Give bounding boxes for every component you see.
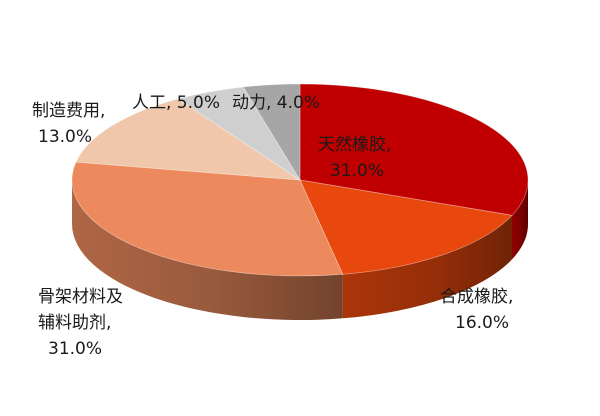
- label-skeleton-materials: 骨架材料及 辅料助剂, 31.0%: [38, 287, 128, 359]
- pie-side-shade-1: [342, 215, 512, 319]
- label-manufacturing-cost: 制造费用, 13.0%: [32, 101, 111, 147]
- pie-slice-0: [299, 83, 529, 216]
- label-power: 动力, 4.0%: [232, 93, 320, 113]
- pie-side-layer: [72, 180, 528, 320]
- pie-slice-5: [242, 83, 301, 182]
- pie-slice-4: [176, 86, 301, 181]
- label-synthetic-rubber: 合成橡胶, 16.0%: [440, 287, 519, 333]
- label-natural-rubber: 天然橡胶, 31.0%: [318, 135, 397, 181]
- pie-slice-1: [299, 179, 513, 275]
- label-labor: 人工, 5.0%: [132, 93, 220, 113]
- pie-side-shade-2: [72, 180, 343, 320]
- pie-side-shade-0: [511, 180, 528, 260]
- pie-top-layer: [71, 83, 529, 277]
- pie-slice-3: [75, 98, 302, 181]
- pie-slice-2: [71, 161, 344, 277]
